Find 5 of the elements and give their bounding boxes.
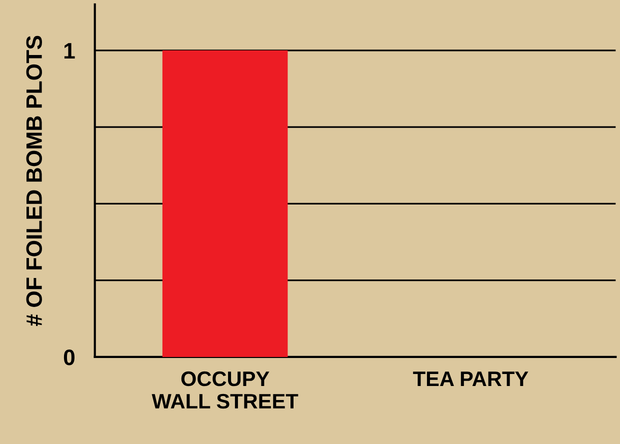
y-tick-label: 1 (64, 43, 75, 58)
x-tick-label: OCCUPY WALL STREET (152, 371, 298, 409)
y-tick-label: 0 (64, 350, 75, 366)
x-tick-label: TEA PARTY (413, 372, 528, 386)
y-axis-title: # OF FOILED BOMB PLOTS (26, 36, 42, 326)
